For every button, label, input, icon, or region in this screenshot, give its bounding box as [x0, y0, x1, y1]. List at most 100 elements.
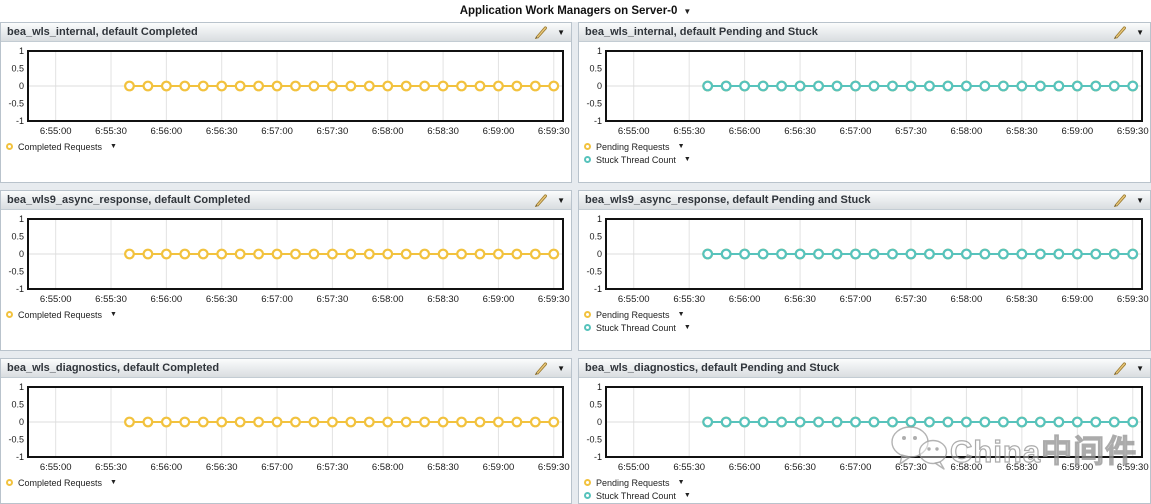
- x-tick-label: 6:57:00: [261, 462, 293, 473]
- edit-pencil-icon[interactable]: [534, 361, 548, 375]
- chevron-down-icon[interactable]: ▼: [110, 143, 117, 150]
- data-point-marker: [271, 248, 283, 260]
- chart-plot: 1 0.5 0 -0.5 -1 6:55:00 6:55:30 6:56:00 6:56:30 6…: [1, 210, 571, 306]
- chevron-down-icon[interactable]: ▼: [1136, 363, 1144, 373]
- legend-item-stuck-thread-count[interactable]: Stuck Thread Count ▼: [584, 153, 1150, 166]
- data-point-marker: [197, 248, 209, 260]
- x-tick-label: 6:55:30: [673, 126, 705, 137]
- data-point-marker: [1090, 416, 1102, 428]
- data-point-marker: [720, 416, 732, 428]
- chevron-down-icon[interactable]: ▼: [557, 27, 565, 37]
- y-tick-label: 1: [597, 382, 602, 392]
- chevron-down-icon[interactable]: ▼: [677, 143, 685, 150]
- edit-pencil-icon[interactable]: [534, 193, 548, 207]
- data-point-marker: [124, 248, 135, 260]
- data-point-marker: [850, 416, 861, 428]
- data-point-marker: [437, 248, 449, 260]
- data-point-marker: [308, 248, 320, 260]
- data-point-marker: [142, 416, 154, 428]
- data-point-marker: [813, 80, 824, 92]
- x-tick-label: 6:55:00: [618, 462, 650, 473]
- data-point-marker: [868, 248, 880, 260]
- chevron-down-icon[interactable]: ▼: [110, 479, 117, 486]
- data-point-marker: [757, 416, 769, 428]
- legend-item-stuck-thread-count[interactable]: Stuck Thread Count ▼: [584, 321, 1150, 334]
- data-point-marker: [437, 80, 449, 92]
- data-point-marker: [363, 416, 375, 428]
- data-point-marker: [887, 80, 898, 92]
- y-tick-label: 0.5: [589, 64, 602, 74]
- data-point-marker: [160, 416, 172, 428]
- x-tick-label: 6:59:00: [1061, 294, 1093, 305]
- chevron-down-icon[interactable]: ▼: [683, 492, 691, 499]
- chart-legend: Pending Requests ▼ Stuck Thread Count ▼: [579, 474, 1150, 502]
- x-tick-label: 6:59:00: [1061, 462, 1093, 473]
- data-point-marker: [702, 80, 714, 92]
- page-title[interactable]: Application Work Managers on Server-0: [459, 5, 678, 17]
- data-point-marker: [142, 80, 154, 92]
- y-tick-label: -0.5: [586, 99, 602, 109]
- data-point-marker: [887, 248, 898, 260]
- data-point-marker: [1071, 80, 1083, 92]
- legend-marker-icon: [6, 143, 13, 150]
- chart-svg: 1 0.5 0 -0.5 -1 6:55:00 6:55:30 6:56:00 6:56:30 6…: [586, 214, 1148, 305]
- chevron-down-icon[interactable]: ▼: [683, 324, 691, 331]
- edit-pencil-icon[interactable]: [1113, 25, 1127, 39]
- x-tick-label: 6:55:00: [40, 294, 72, 305]
- chevron-down-icon[interactable]: ▼: [557, 195, 565, 205]
- data-point-marker: [905, 248, 917, 260]
- x-tick-label: 6:59:30: [538, 294, 570, 305]
- data-point-marker: [290, 416, 301, 428]
- data-point-marker: [271, 416, 283, 428]
- chart-svg: 1 0.5 0 -0.5 -1 6:55:00 6:55:30 6:56:00 6:56:30 6…: [8, 382, 570, 473]
- data-point-marker: [456, 248, 467, 260]
- data-point-marker: [720, 80, 732, 92]
- chevron-down-icon[interactable]: ▼: [677, 479, 685, 486]
- y-tick-label: -0.5: [586, 267, 602, 277]
- chevron-down-icon[interactable]: ▼: [683, 156, 691, 163]
- legend-marker-icon: [584, 492, 591, 499]
- edit-pencil-icon[interactable]: [1113, 193, 1127, 207]
- legend-marker-icon: [584, 156, 591, 163]
- data-point-marker: [363, 248, 375, 260]
- legend-label: Stuck Thread Count: [596, 154, 676, 165]
- legend-item-pending-requests[interactable]: Pending Requests ▼: [584, 140, 1150, 153]
- x-tick-label: 6:59:30: [538, 462, 570, 473]
- x-tick-label: 6:58:30: [427, 462, 459, 473]
- legend-item-pending-requests[interactable]: Pending Requests ▼: [584, 476, 1150, 489]
- x-tick-label: 6:58:00: [372, 294, 404, 305]
- data-point-marker: [1034, 416, 1046, 428]
- data-point-marker: [124, 416, 135, 428]
- legend-item-pending-requests[interactable]: Pending Requests ▼: [584, 308, 1150, 321]
- data-point-marker: [997, 80, 1009, 92]
- plot-area-border: [605, 50, 1143, 122]
- legend-item-completed-requests[interactable]: Completed Requests ▼: [6, 140, 571, 153]
- chart-panel-wls-internal-pending-stuck: bea_wls_internal, default Pending and St…: [578, 22, 1151, 183]
- x-tick-label: 6:59:00: [483, 462, 515, 473]
- data-point-marker: [253, 416, 265, 428]
- data-point-marker: [529, 416, 541, 428]
- data-point-marker: [290, 248, 301, 260]
- chart-svg: 1 0.5 0 -0.5 -1 6:55:00 6:55:30 6:56:00 6:56:30 6…: [586, 46, 1148, 137]
- chevron-down-icon[interactable]: ▼: [110, 311, 117, 318]
- chevron-down-icon[interactable]: ▼: [1136, 27, 1144, 37]
- legend-label: Completed Requests: [18, 477, 103, 488]
- legend-item-completed-requests[interactable]: Completed Requests ▼: [6, 308, 571, 321]
- chevron-down-icon[interactable]: ▼: [1136, 195, 1144, 205]
- chevron-down-icon[interactable]: ▼: [683, 7, 692, 16]
- x-tick-label: 6:55:30: [673, 462, 705, 473]
- chart-title: bea_wls_diagnostics, default Completed: [7, 362, 220, 374]
- x-tick-label: 6:58:00: [951, 462, 983, 473]
- data-point-marker: [382, 80, 394, 92]
- chart-plot: 1 0.5 0 -0.5 -1 6:55:00 6:55:30 6:56:00 6:56:30 6…: [1, 378, 571, 474]
- chevron-down-icon[interactable]: ▼: [557, 363, 565, 373]
- data-point-marker: [1090, 248, 1102, 260]
- chart-titlebar: bea_wls_diagnostics, default Pending and…: [579, 359, 1150, 378]
- x-tick-label: 6:55:30: [95, 294, 127, 305]
- edit-pencil-icon[interactable]: [1113, 361, 1127, 375]
- legend-item-completed-requests[interactable]: Completed Requests ▼: [6, 476, 571, 489]
- chevron-down-icon[interactable]: ▼: [677, 311, 685, 318]
- legend-item-stuck-thread-count[interactable]: Stuck Thread Count ▼: [584, 489, 1150, 502]
- edit-pencil-icon[interactable]: [534, 25, 548, 39]
